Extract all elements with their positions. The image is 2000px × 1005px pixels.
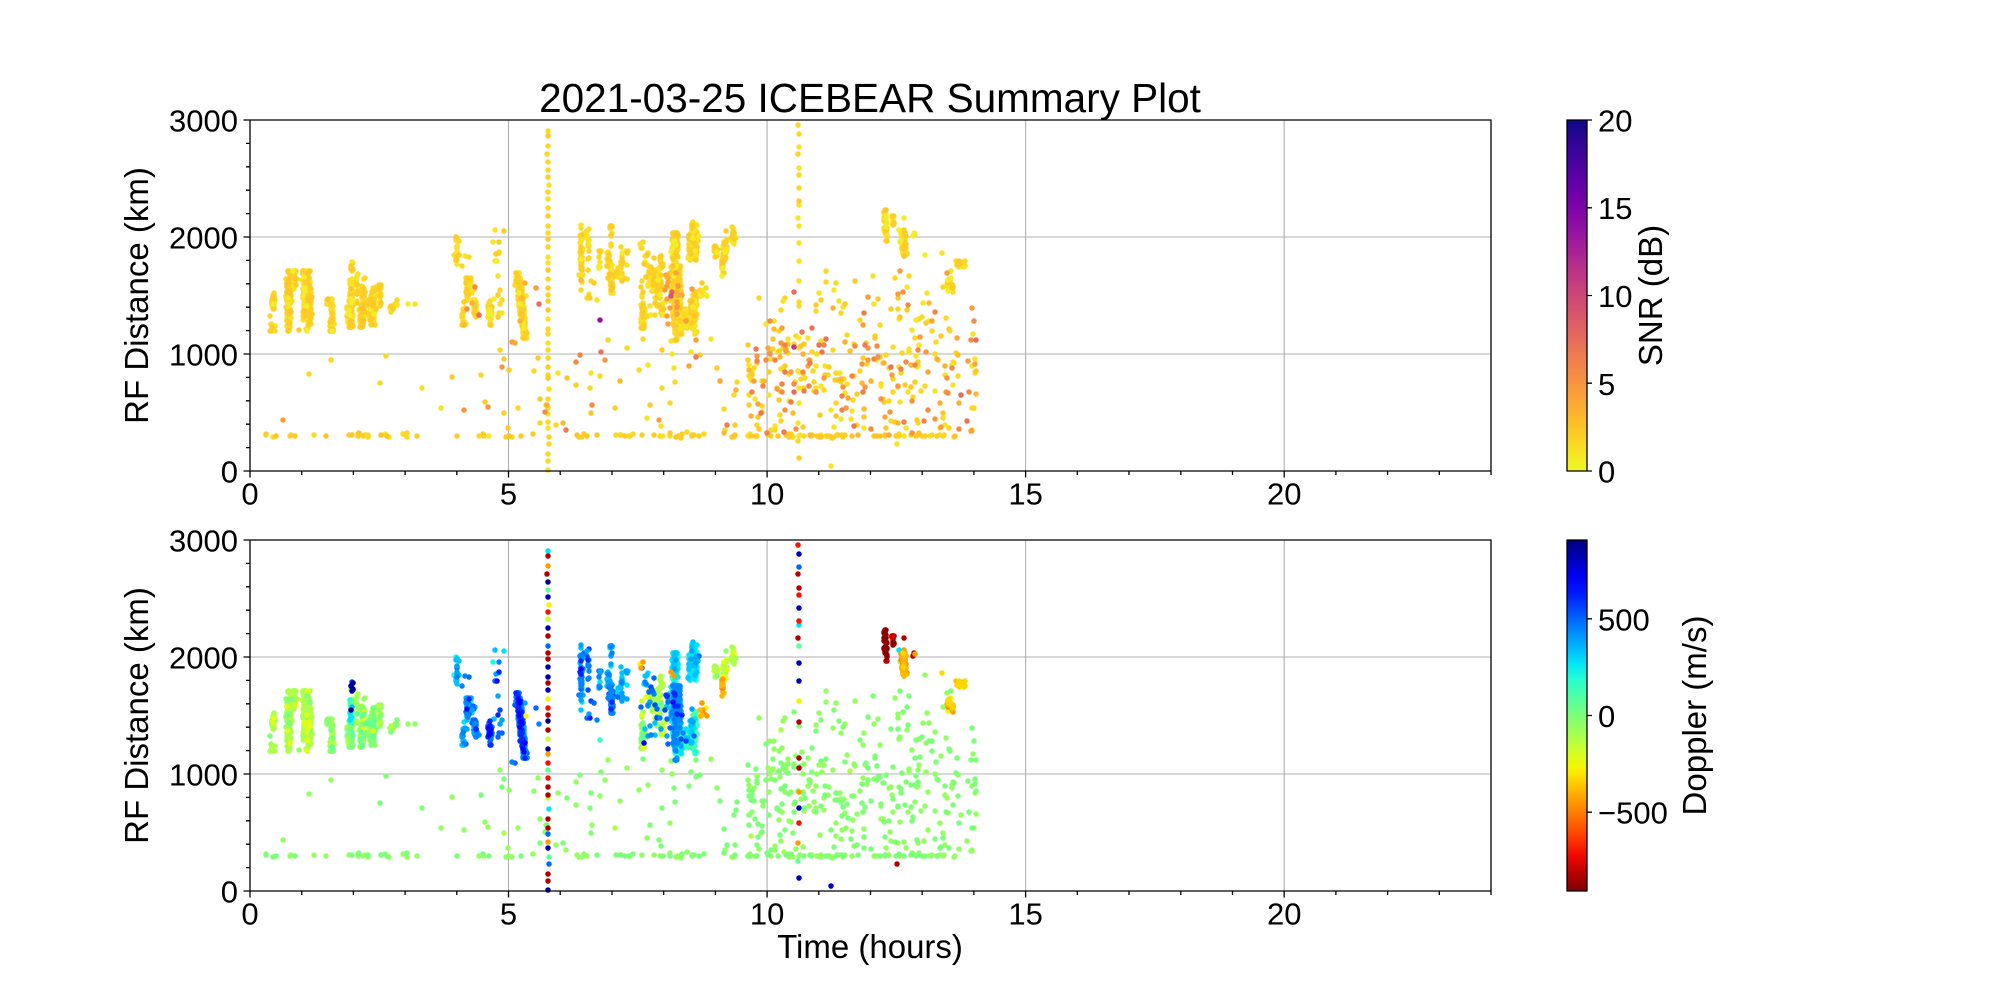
svg-text:15: 15 bbox=[1008, 477, 1042, 512]
svg-text:0: 0 bbox=[241, 477, 258, 512]
svg-text:0: 0 bbox=[221, 455, 238, 490]
svg-text:5: 5 bbox=[1598, 367, 1615, 402]
svg-text:0: 0 bbox=[221, 875, 238, 910]
svg-text:10: 10 bbox=[750, 477, 784, 512]
svg-text:20: 20 bbox=[1598, 104, 1632, 139]
svg-text:0: 0 bbox=[241, 897, 258, 932]
svg-text:500: 500 bbox=[1598, 602, 1650, 637]
svg-text:15: 15 bbox=[1598, 191, 1632, 226]
svg-text:0: 0 bbox=[1598, 699, 1615, 734]
svg-text:2000: 2000 bbox=[169, 641, 238, 676]
svg-text:10: 10 bbox=[750, 897, 784, 932]
svg-text:20: 20 bbox=[1267, 477, 1301, 512]
svg-text:5: 5 bbox=[500, 477, 517, 512]
svg-text:15: 15 bbox=[1008, 897, 1042, 932]
svg-text:5: 5 bbox=[500, 897, 517, 932]
svg-text:10: 10 bbox=[1598, 279, 1632, 314]
svg-text:20: 20 bbox=[1267, 897, 1301, 932]
svg-text:0: 0 bbox=[1598, 455, 1615, 490]
svg-text:RF Distance (km): RF Distance (km) bbox=[118, 587, 155, 844]
svg-text:2000: 2000 bbox=[169, 221, 238, 256]
svg-text:3000: 3000 bbox=[169, 524, 238, 559]
svg-text:RF Distance (km): RF Distance (km) bbox=[118, 167, 155, 424]
svg-text:2021-03-25 ICEBEAR Summary Plo: 2021-03-25 ICEBEAR Summary Plot bbox=[539, 75, 1201, 121]
svg-text:−500: −500 bbox=[1598, 796, 1668, 831]
svg-text:SNR (dB): SNR (dB) bbox=[1632, 225, 1669, 366]
svg-text:3000: 3000 bbox=[169, 104, 238, 139]
svg-text:1000: 1000 bbox=[169, 338, 238, 373]
svg-text:1000: 1000 bbox=[169, 758, 238, 793]
svg-text:Doppler (m/s): Doppler (m/s) bbox=[1676, 616, 1713, 816]
svg-text:Time (hours): Time (hours) bbox=[777, 928, 963, 965]
